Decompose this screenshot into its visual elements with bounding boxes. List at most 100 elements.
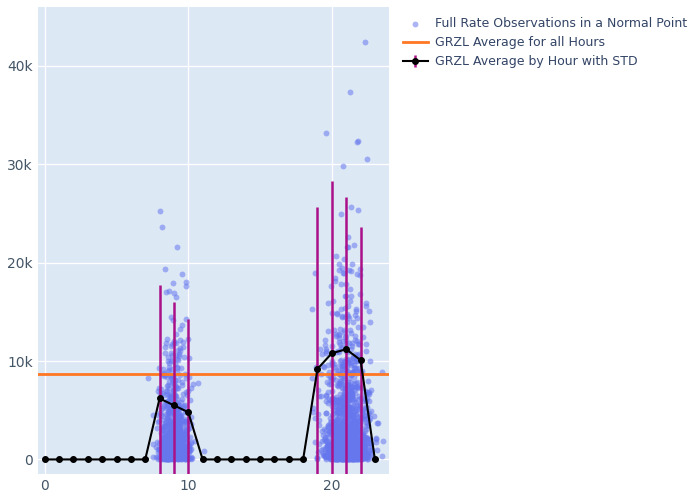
Full Rate Observations in a Normal Point <box>326 357 337 365</box>
Full Rate Observations in a Normal Point <box>345 443 356 451</box>
Full Rate Observations in a Normal Point <box>353 448 364 456</box>
Full Rate Observations in a Normal Point <box>180 374 191 382</box>
Full Rate Observations in a Normal Point <box>170 447 181 455</box>
Full Rate Observations in a Normal Point <box>349 453 360 461</box>
Full Rate Observations in a Normal Point <box>322 430 333 438</box>
Full Rate Observations in a Normal Point <box>181 418 192 426</box>
Full Rate Observations in a Normal Point <box>345 410 356 418</box>
Full Rate Observations in a Normal Point <box>340 432 351 440</box>
Full Rate Observations in a Normal Point <box>322 432 333 440</box>
Full Rate Observations in a Normal Point <box>354 440 365 448</box>
Full Rate Observations in a Normal Point <box>360 426 372 434</box>
Full Rate Observations in a Normal Point <box>163 398 174 406</box>
Full Rate Observations in a Normal Point <box>159 448 170 456</box>
Full Rate Observations in a Normal Point <box>340 443 351 451</box>
Full Rate Observations in a Normal Point <box>169 440 180 448</box>
Full Rate Observations in a Normal Point <box>159 265 170 273</box>
Full Rate Observations in a Normal Point <box>164 402 175 409</box>
Full Rate Observations in a Normal Point <box>170 422 181 430</box>
Full Rate Observations in a Normal Point <box>363 420 374 428</box>
Full Rate Observations in a Normal Point <box>346 404 358 412</box>
Full Rate Observations in a Normal Point <box>338 444 349 452</box>
Full Rate Observations in a Normal Point <box>173 434 184 442</box>
Full Rate Observations in a Normal Point <box>162 408 174 416</box>
Full Rate Observations in a Normal Point <box>351 410 362 418</box>
Full Rate Observations in a Normal Point <box>313 410 324 418</box>
Full Rate Observations in a Normal Point <box>174 439 186 447</box>
Full Rate Observations in a Normal Point <box>354 427 365 435</box>
Full Rate Observations in a Normal Point <box>360 422 372 430</box>
Full Rate Observations in a Normal Point <box>170 420 181 428</box>
Full Rate Observations in a Normal Point <box>357 450 368 458</box>
Full Rate Observations in a Normal Point <box>185 454 196 462</box>
Full Rate Observations in a Normal Point <box>354 448 365 456</box>
Full Rate Observations in a Normal Point <box>351 383 363 391</box>
Full Rate Observations in a Normal Point <box>347 446 358 454</box>
Full Rate Observations in a Normal Point <box>314 440 325 448</box>
Full Rate Observations in a Normal Point <box>181 278 192 286</box>
Full Rate Observations in a Normal Point <box>161 414 172 422</box>
Full Rate Observations in a Normal Point <box>328 446 339 454</box>
Full Rate Observations in a Normal Point <box>172 404 183 412</box>
Full Rate Observations in a Normal Point <box>343 438 354 446</box>
Full Rate Observations in a Normal Point <box>340 432 351 440</box>
Full Rate Observations in a Normal Point <box>329 439 340 447</box>
Full Rate Observations in a Normal Point <box>334 430 345 438</box>
Full Rate Observations in a Normal Point <box>342 404 354 411</box>
Full Rate Observations in a Normal Point <box>158 440 169 448</box>
Full Rate Observations in a Normal Point <box>349 452 360 460</box>
Full Rate Observations in a Normal Point <box>342 318 353 326</box>
Full Rate Observations in a Normal Point <box>330 433 342 441</box>
Full Rate Observations in a Normal Point <box>340 432 351 440</box>
Full Rate Observations in a Normal Point <box>363 416 374 424</box>
Full Rate Observations in a Normal Point <box>328 395 339 403</box>
Full Rate Observations in a Normal Point <box>156 224 167 232</box>
Full Rate Observations in a Normal Point <box>346 368 358 376</box>
Full Rate Observations in a Normal Point <box>342 453 354 461</box>
Full Rate Observations in a Normal Point <box>179 445 190 453</box>
Full Rate Observations in a Normal Point <box>342 412 353 420</box>
Full Rate Observations in a Normal Point <box>339 447 350 455</box>
Full Rate Observations in a Normal Point <box>174 454 185 462</box>
Full Rate Observations in a Normal Point <box>328 296 339 304</box>
Full Rate Observations in a Normal Point <box>176 416 187 424</box>
Full Rate Observations in a Normal Point <box>337 416 349 424</box>
Full Rate Observations in a Normal Point <box>178 352 190 360</box>
Full Rate Observations in a Normal Point <box>349 426 360 434</box>
Full Rate Observations in a Normal Point <box>321 444 332 452</box>
Full Rate Observations in a Normal Point <box>345 454 356 462</box>
Full Rate Observations in a Normal Point <box>356 424 367 432</box>
Full Rate Observations in a Normal Point <box>350 417 361 425</box>
Full Rate Observations in a Normal Point <box>170 448 181 456</box>
Full Rate Observations in a Normal Point <box>337 404 349 412</box>
Full Rate Observations in a Normal Point <box>176 419 187 427</box>
Full Rate Observations in a Normal Point <box>170 436 181 444</box>
Full Rate Observations in a Normal Point <box>350 420 361 428</box>
Full Rate Observations in a Normal Point <box>158 452 169 460</box>
Full Rate Observations in a Normal Point <box>160 452 171 460</box>
Full Rate Observations in a Normal Point <box>331 422 342 430</box>
Full Rate Observations in a Normal Point <box>159 349 170 357</box>
Full Rate Observations in a Normal Point <box>337 450 348 458</box>
Full Rate Observations in a Normal Point <box>320 392 331 400</box>
Full Rate Observations in a Normal Point <box>160 433 172 441</box>
Full Rate Observations in a Normal Point <box>168 440 179 448</box>
Full Rate Observations in a Normal Point <box>335 210 346 218</box>
Full Rate Observations in a Normal Point <box>313 448 324 456</box>
Full Rate Observations in a Normal Point <box>172 412 183 420</box>
Full Rate Observations in a Normal Point <box>329 423 340 431</box>
Full Rate Observations in a Normal Point <box>341 442 352 450</box>
Full Rate Observations in a Normal Point <box>337 445 348 453</box>
Full Rate Observations in a Normal Point <box>159 423 170 431</box>
Full Rate Observations in a Normal Point <box>167 454 178 462</box>
Full Rate Observations in a Normal Point <box>332 451 343 459</box>
Full Rate Observations in a Normal Point <box>344 432 355 440</box>
Full Rate Observations in a Normal Point <box>340 440 351 448</box>
Full Rate Observations in a Normal Point <box>320 391 331 399</box>
Full Rate Observations in a Normal Point <box>330 432 341 440</box>
Full Rate Observations in a Normal Point <box>358 438 370 446</box>
Full Rate Observations in a Normal Point <box>340 340 351 347</box>
Full Rate Observations in a Normal Point <box>331 446 342 454</box>
Full Rate Observations in a Normal Point <box>165 440 176 448</box>
Full Rate Observations in a Normal Point <box>323 399 334 407</box>
